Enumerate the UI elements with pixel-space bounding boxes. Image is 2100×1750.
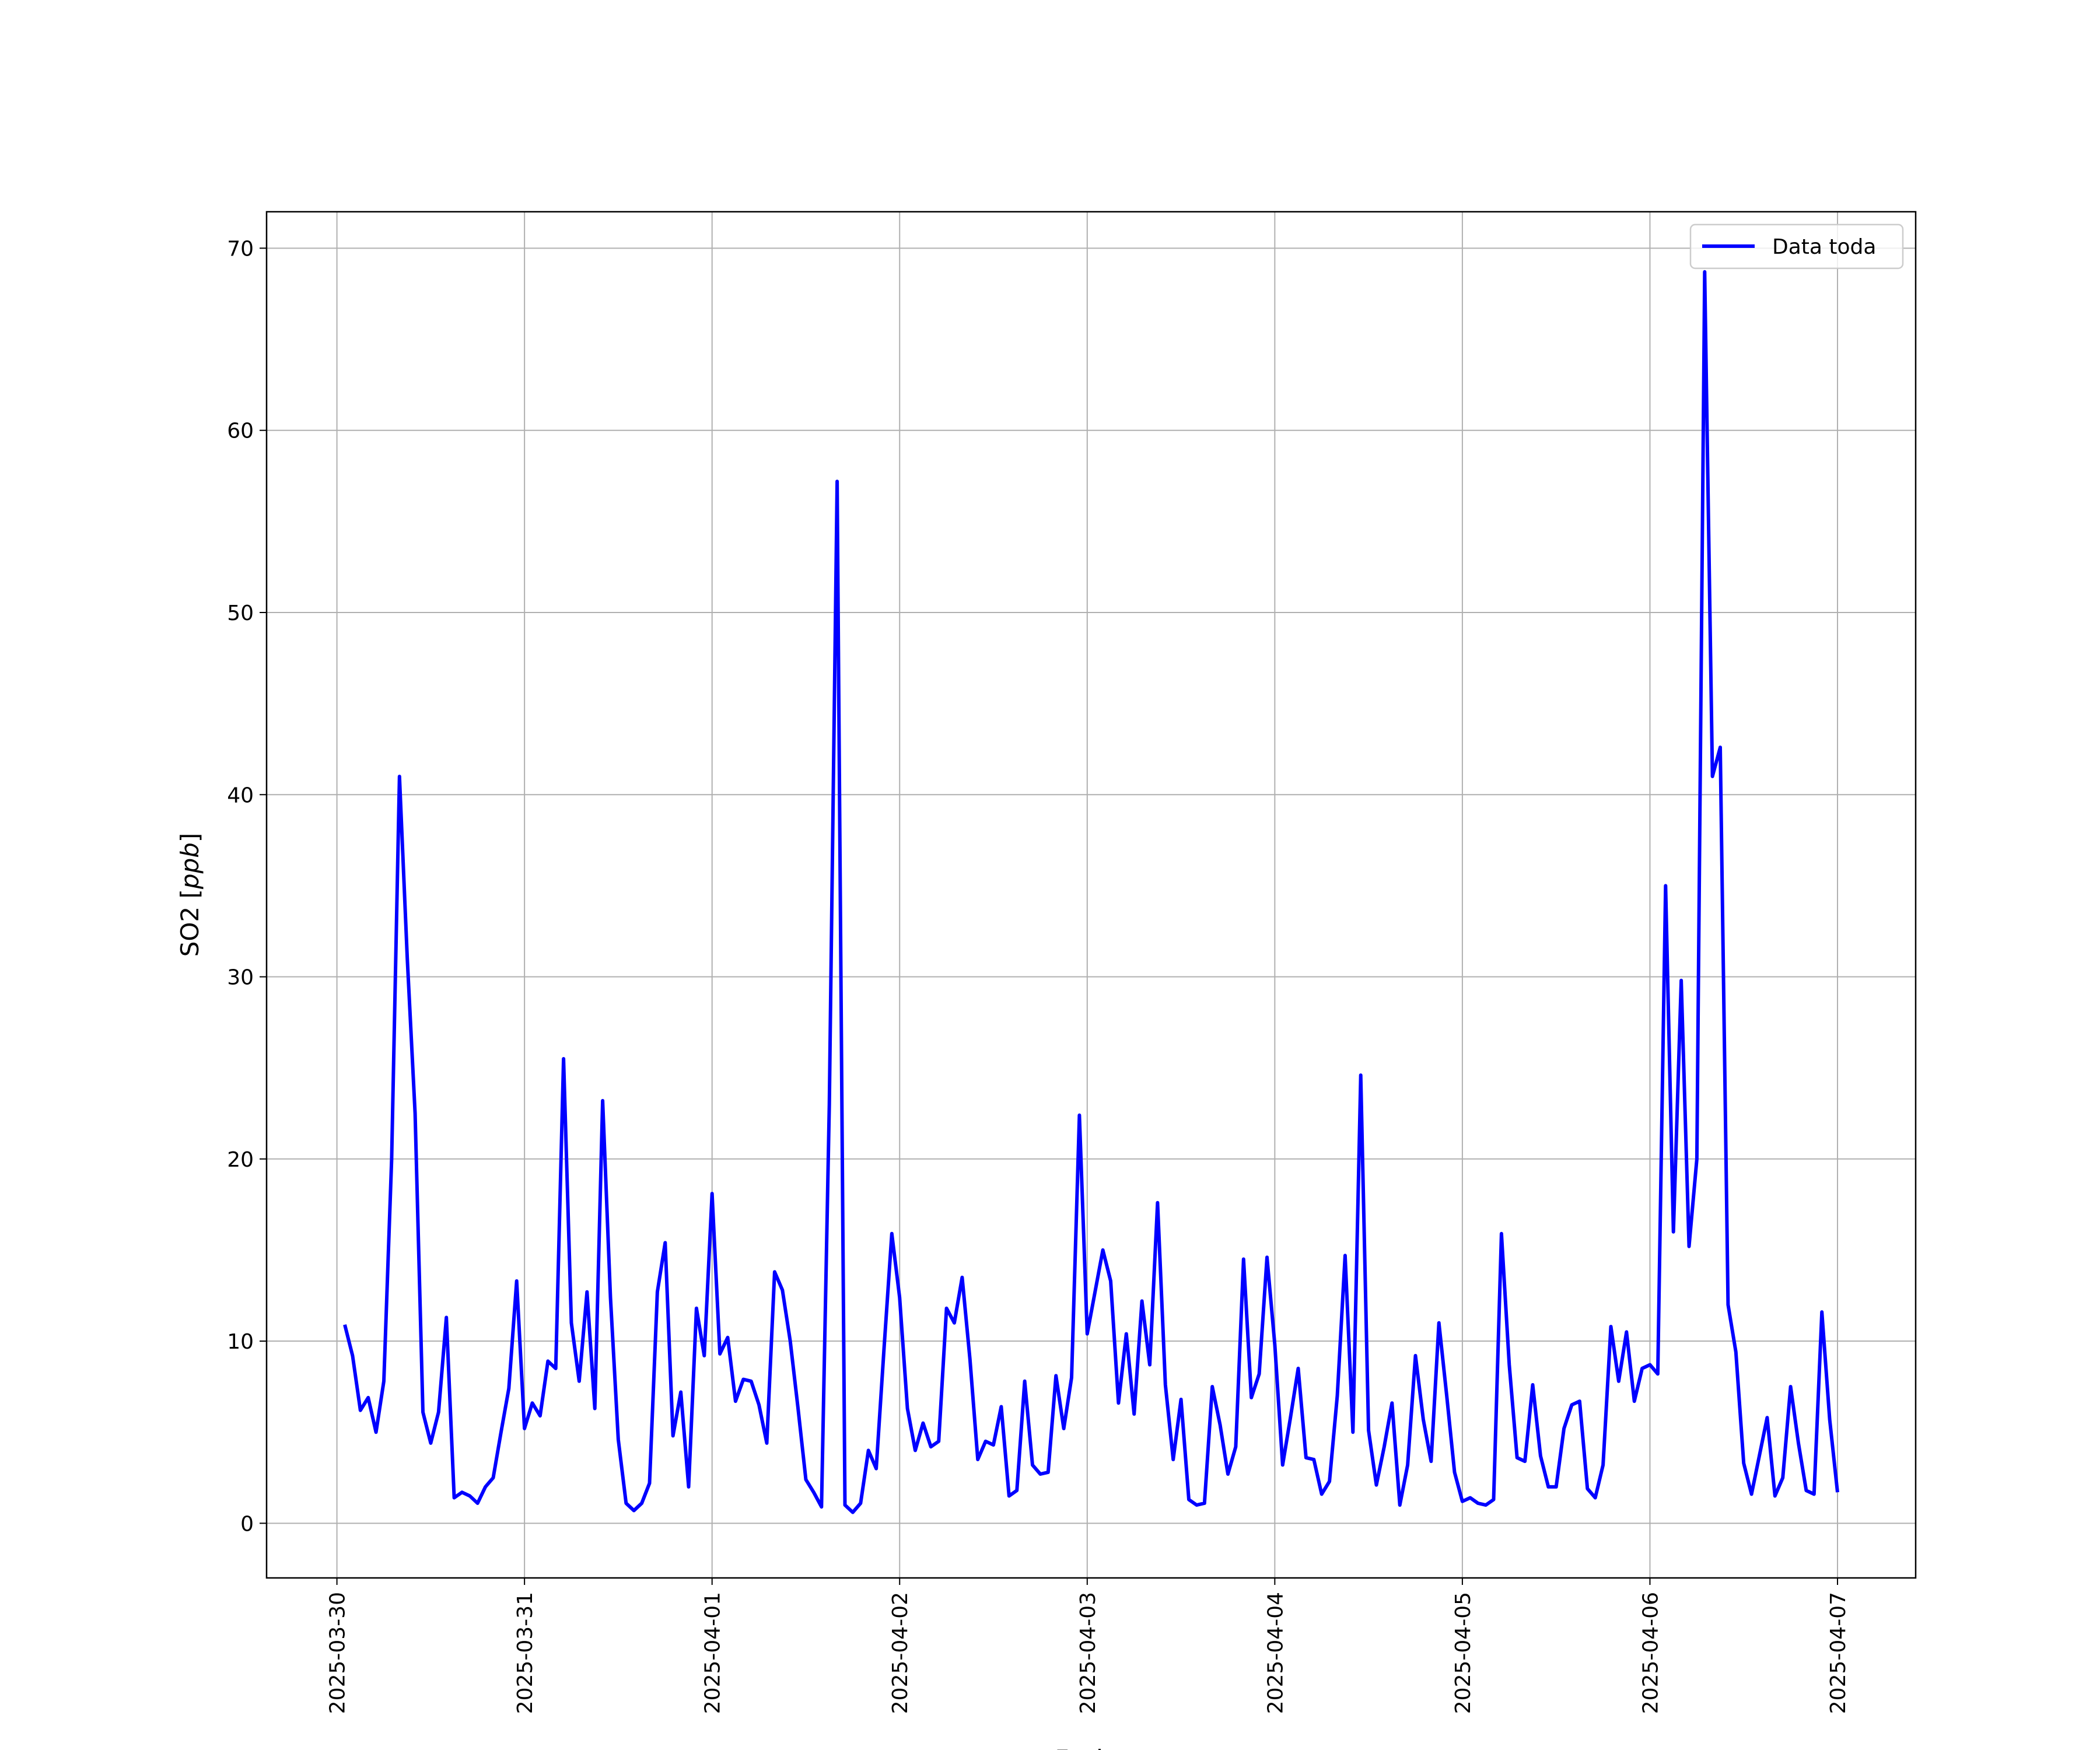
x-tick-label: 2025-04-02 [888,1592,912,1714]
legend: Data toda [1689,223,1904,270]
legend-label: Data toda [1772,235,1876,259]
x-tick-label: 2025-03-31 [513,1592,537,1714]
x-tick-label: 2025-04-01 [701,1592,725,1714]
x-tick-label: 2025-04-03 [1076,1592,1100,1714]
x-tick-label: 2025-04-05 [1451,1592,1475,1714]
plot-frame [265,211,1917,1579]
x-tick-label: 2025-04-06 [1639,1592,1662,1714]
x-axis-title: Fecha [1055,1745,1126,1750]
x-tick-label: 2025-03-30 [326,1592,350,1714]
y-tick-label: 20 [227,1148,254,1172]
y-tick-label: 50 [227,601,254,625]
y-tick-label: 40 [227,783,254,807]
x-axis-ticks: 2025-03-30 2025-03-31 2025-04-01 2025-04-02… [326,1578,1850,1714]
y-tick-label: 10 [227,1330,254,1354]
y-tick-label: 0 [240,1512,254,1536]
y-axis-ticks: 0 10 20 30 40 50 60 70 [227,237,267,1536]
y-axis-title: SO2 [ppb] [176,833,204,957]
legend-box [1689,223,1904,270]
x-tick-label: 2025-04-07 [1826,1592,1850,1714]
x-tick-label: 2025-04-04 [1264,1592,1287,1714]
grid [267,212,1916,1578]
y-tick-label: 30 [227,966,254,990]
y-tick-label: 70 [227,237,254,261]
y-tick-label: 60 [227,419,254,443]
series-line-data-toda [343,270,1839,1514]
